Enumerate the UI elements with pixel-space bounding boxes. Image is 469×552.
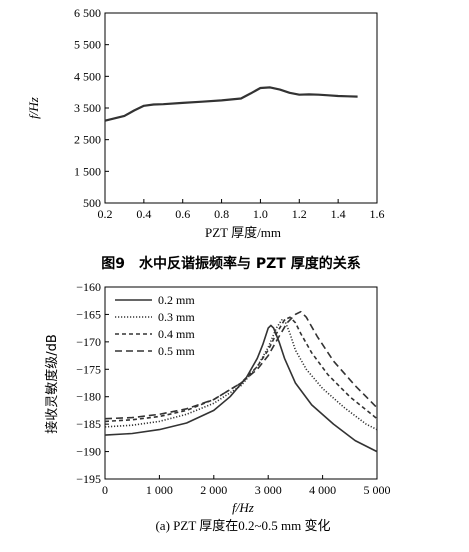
chart1-y-tick-label: 2 500	[74, 133, 101, 147]
chart2-y-tick-label: −160	[76, 280, 101, 294]
chart1-x-tick-label: 1.6	[370, 207, 385, 221]
chart1-caption: 图9 水中反谐振频率与 PZT 厚度的关系	[101, 255, 360, 272]
chart2-x-axis-label: f/Hz	[232, 500, 254, 515]
chart2-x-tick-label: 2 000	[200, 483, 227, 497]
chart1-y-tick-label: 4 500	[74, 69, 101, 83]
chart2-series-line-0-4-mm	[104, 316, 378, 423]
chart1-x-tick-label: 0.8	[214, 207, 229, 221]
chart1-series-line	[104, 86, 358, 122]
chart1-y-tick-label: 3 500	[74, 101, 101, 115]
chart-sensitivity-vs-frequency: −195 −190 −185 −180 −175 −170 −165 −160 0 1 000 2…	[44, 280, 391, 533]
chart2-x-ticks: 0 1 000 2 000 3 000 4 000 5 000	[102, 475, 391, 497]
chart1-series	[104, 86, 358, 122]
chart2-x-tick-label: 0	[102, 483, 108, 497]
chart2-x-tick-label: 3 000	[255, 483, 282, 497]
chart1-y-tick-label: 500	[83, 196, 101, 210]
chart2-y-axis-label: 接收灵敏度级/dB	[44, 334, 60, 434]
chart1-plot-area	[104, 12, 378, 204]
chart1-x-tick-label: 0.6	[175, 207, 190, 221]
chart1-x-tick-label: 1.4	[331, 207, 346, 221]
chart1-y-axis-label: f/Hz	[26, 97, 41, 119]
chart2-y-tick-label: −185	[76, 417, 101, 431]
chart1-x-tick-label: 0.4	[136, 207, 151, 221]
chart2-x-tick-label: 5 000	[364, 483, 391, 497]
chart1-x-tick-label: 0.2	[98, 207, 113, 221]
chart2-plot-area	[104, 286, 378, 480]
chart2-series	[104, 310, 378, 453]
chart1-y-tick-label: 5 500	[74, 38, 101, 52]
chart2-legend: 0.2 mm 0.3 mm 0.4 mm 0.5 mm	[115, 293, 195, 358]
chart1-y-tick-label: 1 500	[74, 164, 101, 178]
chart1-x-ticks: 0.2 0.4 0.6 0.8 1.0 1.2 1.4 1.6	[98, 199, 385, 221]
chart2-y-tick-label: −190	[76, 445, 101, 459]
chart1-y-tick-label: 6 500	[74, 6, 101, 20]
chart1-x-axis-label: PZT 厚度/mm	[205, 225, 281, 240]
chart2-series-line-0-3-mm	[104, 319, 378, 431]
chart2-series-line-0-5-mm	[104, 310, 378, 420]
legend-label: 0.3 mm	[158, 310, 195, 324]
chart2-series-line-0-2-mm	[104, 324, 378, 453]
chart2-x-tick-label: 1 000	[146, 483, 173, 497]
legend-label: 0.5 mm	[158, 344, 195, 358]
chart2-y-ticks: −195 −190 −185 −180 −175 −170 −165 −160	[76, 280, 109, 486]
chart2-y-tick-label: −180	[76, 390, 101, 404]
chart2-y-tick-label: −175	[76, 362, 101, 376]
chart2-y-tick-label: −165	[76, 307, 101, 321]
chart2-x-tick-label: 4 000	[309, 483, 336, 497]
legend-label: 0.2 mm	[158, 293, 195, 307]
chart-frequency-vs-thickness: 500 1 500 2 500 3 500 4 500 5 500 6 500 0.2 0.4…	[26, 6, 385, 272]
chart1-y-ticks: 500 1 500 2 500 3 500 4 500 5 500 6 500	[74, 6, 109, 210]
chart1-x-tick-label: 1.2	[292, 207, 307, 221]
chart1-x-tick-label: 1.0	[253, 207, 268, 221]
chart2-y-tick-label: −195	[76, 472, 101, 486]
chart2-caption: (a) PZT 厚度在0.2~0.5 mm 变化	[155, 518, 330, 533]
legend-label: 0.4 mm	[158, 327, 195, 341]
chart2-y-tick-label: −170	[76, 335, 101, 349]
